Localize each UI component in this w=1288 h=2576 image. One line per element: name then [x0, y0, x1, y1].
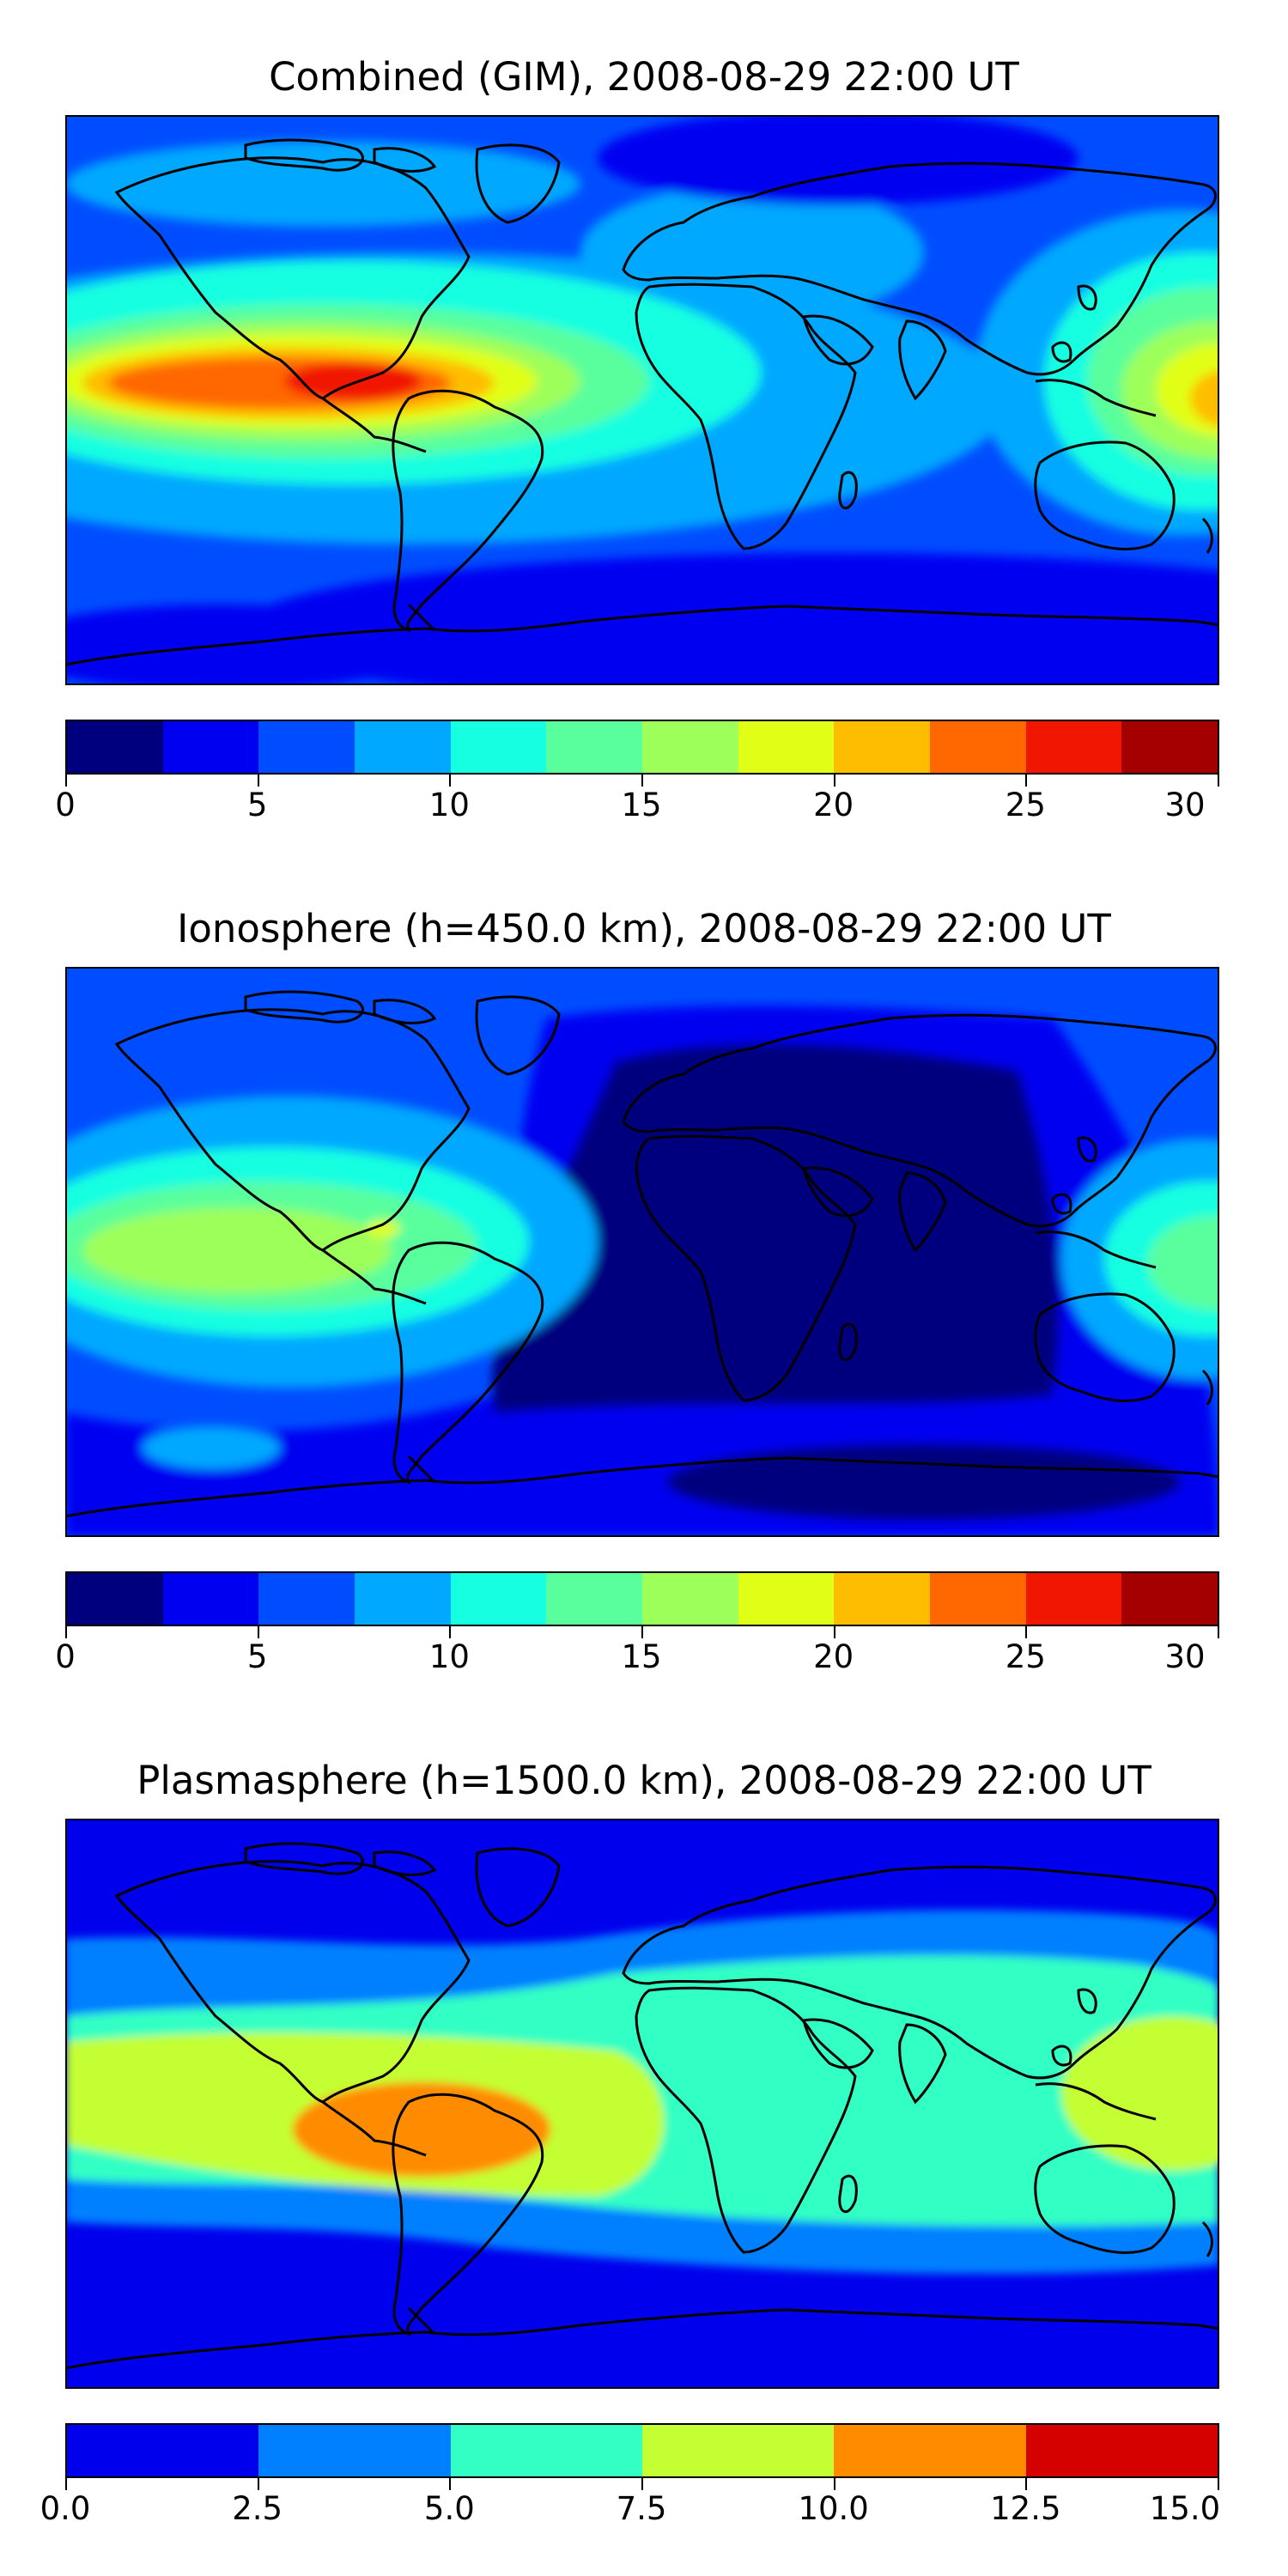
colorbar-tick-label: 5 — [246, 1638, 268, 1675]
colorbar-tick-mark — [65, 775, 67, 787]
colorbar-tick-mark — [833, 2478, 835, 2490]
colorbar-segment — [642, 1573, 738, 1625]
map-title: Combined (GIM), 2008-08-29 22:00 UT — [269, 54, 1019, 100]
colorbar-segment — [834, 721, 931, 773]
colorbar-ionosphere — [65, 1571, 1219, 1626]
colorbar-plasmasphere — [65, 2423, 1219, 2478]
colorbar-segment — [258, 2425, 451, 2476]
colorbar-segment — [258, 721, 355, 773]
colorbar-segment — [162, 721, 259, 773]
colorbar-ticks: 0.0 2.5 5.0 7.5 10.0 12.5 15.0 — [40, 2478, 1220, 2530]
colorbar-tick-label: 30 — [1164, 787, 1206, 823]
colorbar-tick-mark — [65, 1626, 67, 1638]
colorbar-tick-label: 15 — [621, 787, 662, 823]
colorbar-tick-mark — [1025, 2478, 1028, 2490]
colorbar-tick-label: 5.0 — [423, 2490, 475, 2527]
colorbar-tick-label: 7.5 — [616, 2490, 667, 2527]
colorbar-tick-mark — [833, 1626, 835, 1638]
colorbar-segment — [162, 1573, 259, 1625]
colorbar-segment — [834, 2425, 1026, 2476]
colorbar-tick-mark — [641, 2478, 643, 2490]
colorbar-tick-mark — [1218, 775, 1219, 787]
colorbar-segment — [738, 721, 835, 773]
map-title: Ionosphere (h=450.0 km), 2008-08-29 22:0… — [177, 906, 1111, 951]
colorbar-tick-label: 5 — [246, 787, 268, 823]
colorbar-tick-label: 2.5 — [232, 2490, 283, 2527]
colorbar-tick-mark — [257, 775, 259, 787]
colorbar-ticks: 0 5 10 15 20 25 30 — [55, 1626, 1219, 1678]
colorbar-tick-label: 20 — [813, 1638, 854, 1675]
colorbar-segment — [258, 1573, 355, 1625]
colorbar-segment — [1025, 721, 1122, 773]
colorbar-segment — [355, 1573, 451, 1625]
colorbar-segment — [355, 721, 451, 773]
colorbar-tick-mark — [1218, 2478, 1219, 2490]
colorbar-segment — [450, 2425, 642, 2476]
colorbar-segment — [738, 1573, 835, 1625]
map-plasmasphere — [65, 1819, 1219, 2389]
colorbar-segment — [1121, 1573, 1218, 1625]
colorbar-tick-mark — [833, 775, 835, 787]
colorbar-segment — [930, 1573, 1026, 1625]
colorbar-segment — [546, 1573, 643, 1625]
colorbar-tick-label: 25 — [1005, 787, 1046, 823]
colorbar-segment — [930, 721, 1026, 773]
colorbar-segment — [1025, 1573, 1122, 1625]
colorbar-tick-mark — [449, 1626, 452, 1638]
map-title: Plasmasphere (h=1500.0 km), 2008-08-29 2… — [137, 1758, 1151, 1803]
colorbar-tick-mark — [257, 1626, 259, 1638]
colorbar-segment — [450, 1573, 547, 1625]
colorbar-segment — [1121, 721, 1218, 773]
colorbar-tick-label: 10 — [428, 1638, 470, 1675]
colorbar-tick-mark — [641, 1626, 643, 1638]
colorbar-segment — [546, 721, 643, 773]
colorbar-combined — [65, 720, 1219, 775]
colorbar-tick-label: 0 — [55, 787, 76, 823]
colorbar-tick-label: 0.0 — [39, 2490, 91, 2527]
map-combined — [65, 115, 1219, 685]
colorbar-segment — [1025, 2425, 1218, 2476]
colorbar-tick-mark — [1218, 1626, 1219, 1638]
colorbar-tick-label: 0 — [55, 1638, 76, 1675]
colorbar-tick-label: 10.0 — [798, 2490, 869, 2527]
colorbar-tick-label: 25 — [1005, 1638, 1046, 1675]
colorbar-tick-label: 30 — [1164, 1638, 1206, 1675]
colorbar-segment — [641, 2425, 835, 2476]
colorbar-tick-label: 10 — [428, 787, 470, 823]
colorbar-segment — [450, 721, 547, 773]
map-ionosphere — [65, 967, 1219, 1537]
colorbar-tick-mark — [65, 2478, 67, 2490]
colorbar-tick-label: 15 — [621, 1638, 662, 1675]
colorbar-tick-mark — [641, 775, 643, 787]
colorbar-tick-mark — [449, 2478, 452, 2490]
colorbar-tick-mark — [257, 2478, 259, 2490]
colorbar-segment — [67, 1573, 163, 1625]
colorbar-segment — [642, 721, 738, 773]
colorbar-segment — [67, 2425, 259, 2476]
colorbar-ticks: 0 5 10 15 20 25 30 — [55, 775, 1219, 826]
colorbar-tick-mark — [1025, 1626, 1028, 1638]
colorbar-tick-label: 15.0 — [1149, 2490, 1221, 2527]
colorbar-segment — [67, 721, 163, 773]
colorbar-tick-label: 20 — [813, 787, 854, 823]
colorbar-tick-mark — [1025, 775, 1028, 787]
colorbar-tick-label: 12.5 — [990, 2490, 1061, 2527]
colorbar-tick-mark — [449, 775, 452, 787]
colorbar-segment — [834, 1573, 931, 1625]
